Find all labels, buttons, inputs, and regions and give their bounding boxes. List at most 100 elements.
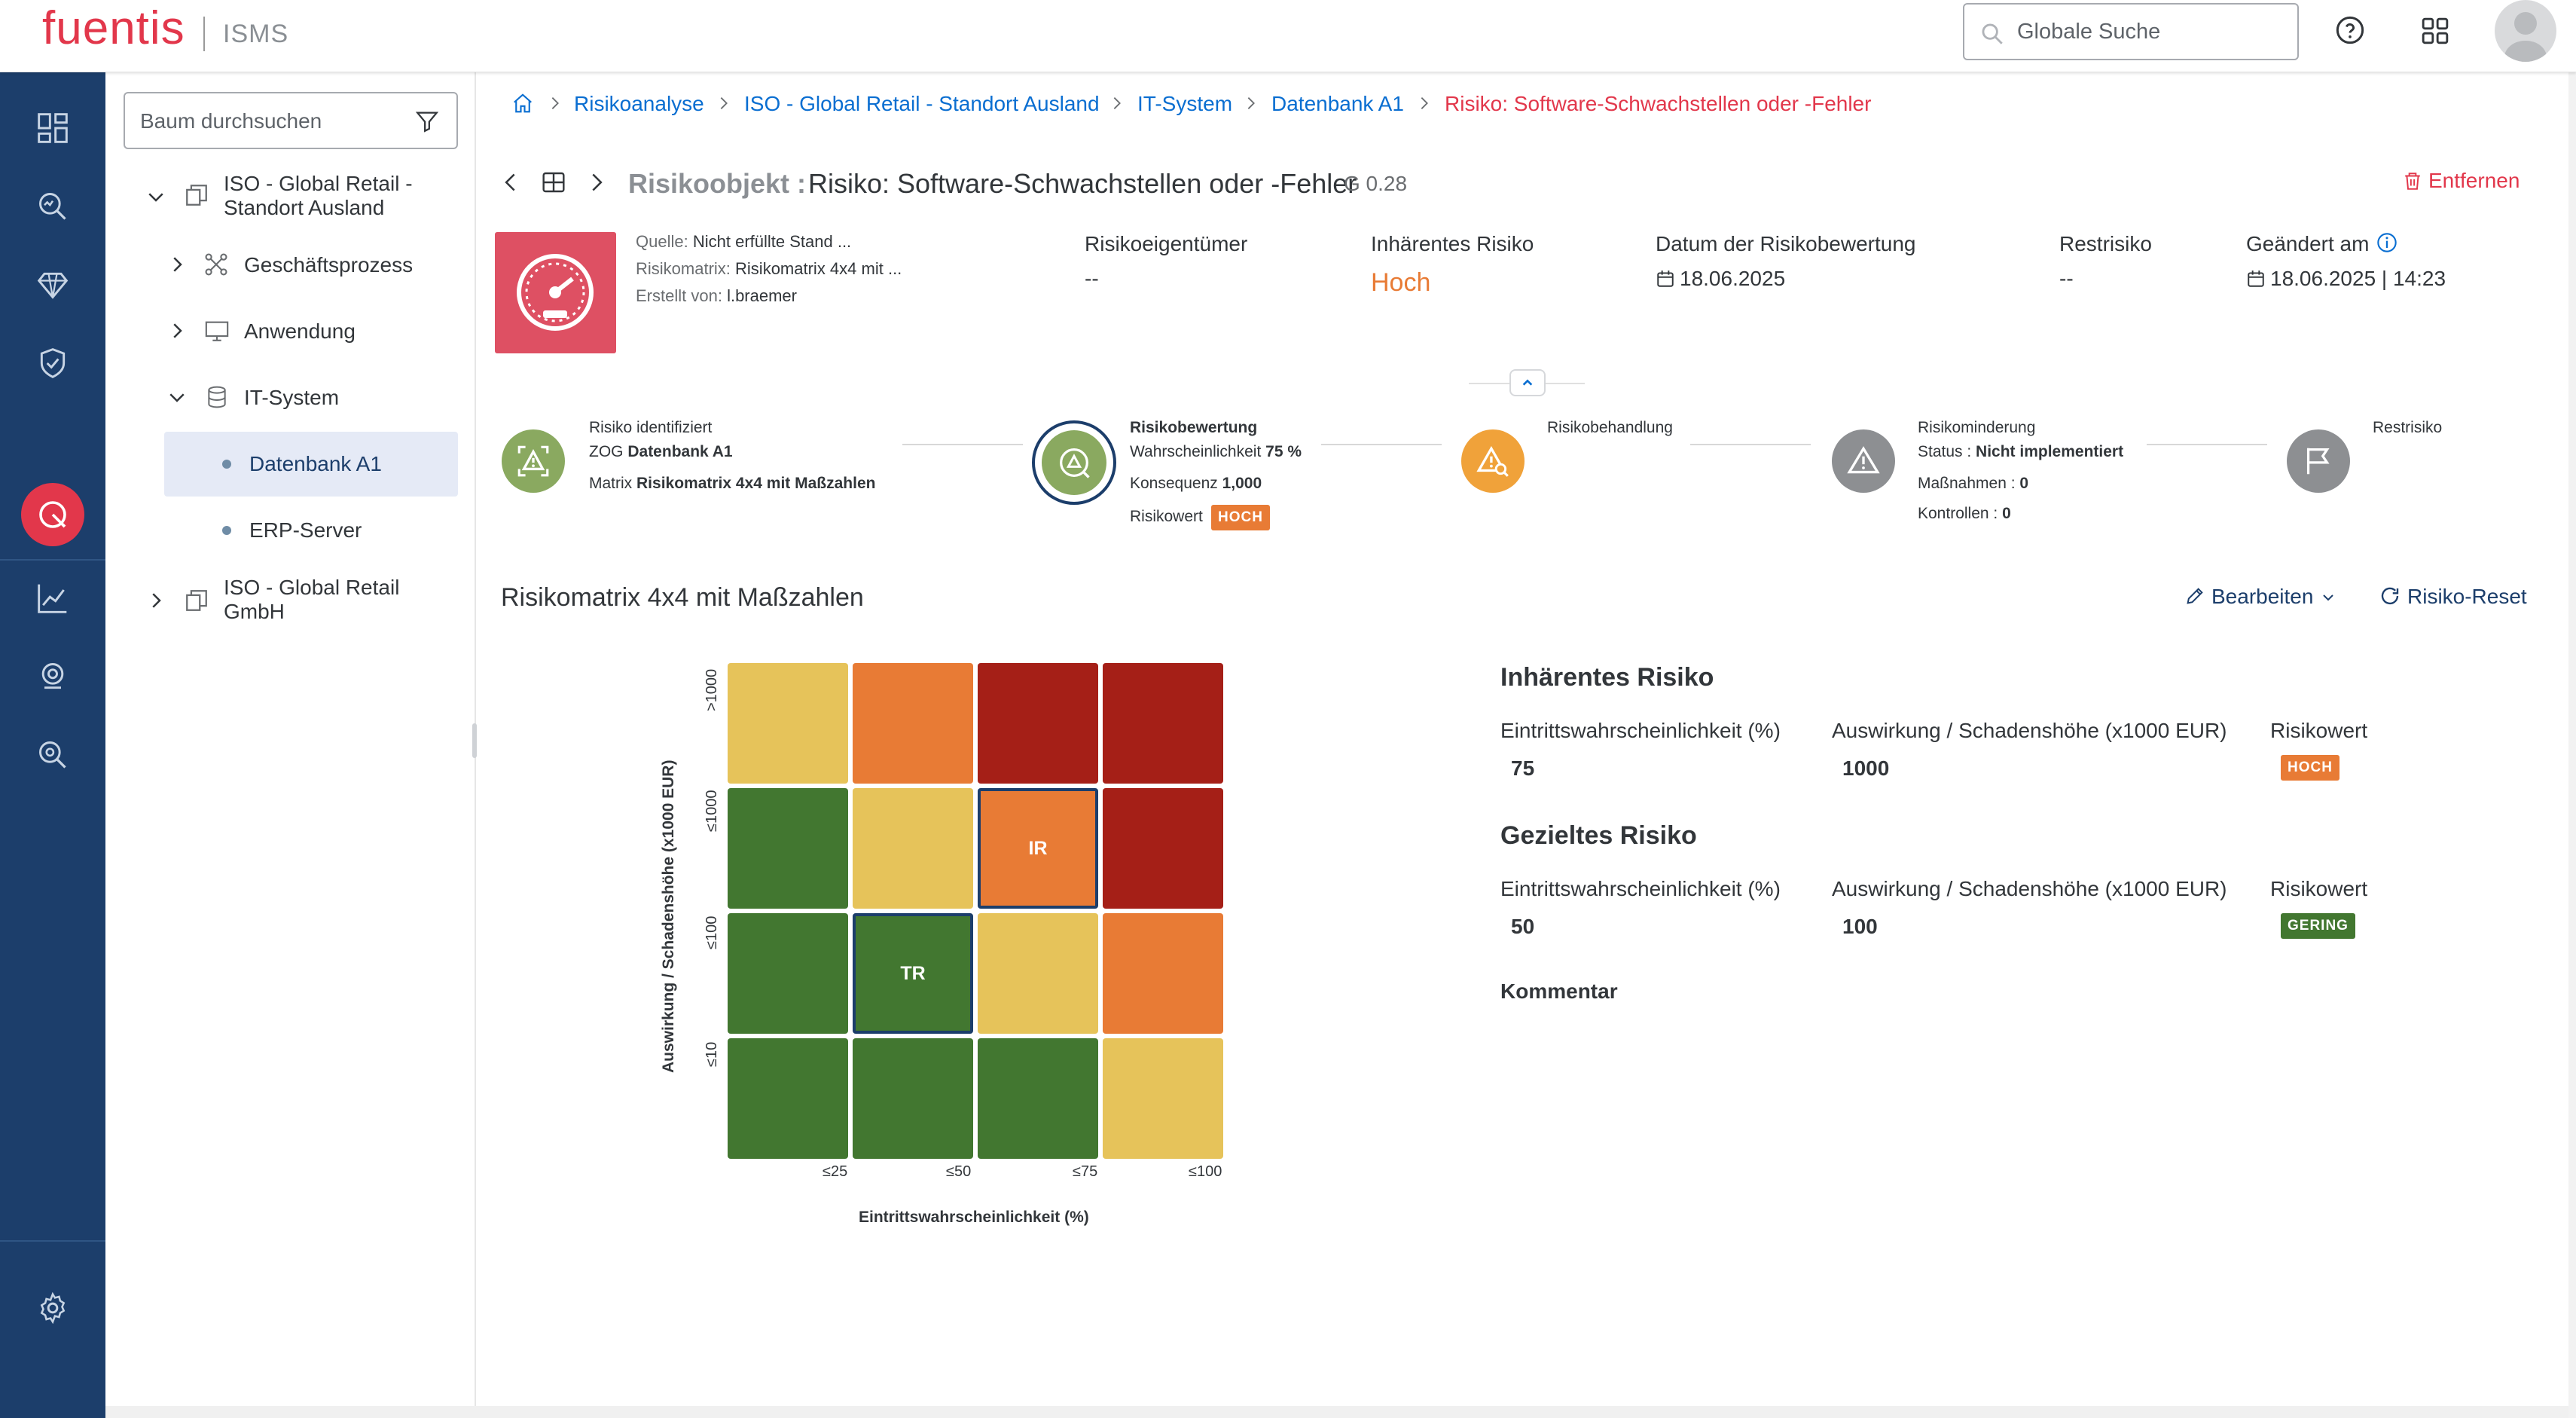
inherent-risk-section-title: Inhärentes Risiko <box>1500 663 1714 692</box>
breadcrumb-risikoanalyse[interactable]: Risikoanalyse <box>574 92 704 115</box>
step-assessment-consequence-label: Konsequenz <box>1130 475 1218 492</box>
user-avatar[interactable] <box>2495 0 2556 62</box>
breadcrumb-iso-global-retail[interactable]: ISO - Global Retail - Standort Ausland <box>744 92 1100 115</box>
step-assessment-consequence-value: 1,000 <box>1222 475 1262 492</box>
step-mitigation-controls-label: Kontrollen : <box>1918 505 1998 522</box>
matrix-cell[interactable] <box>978 913 1098 1034</box>
edit-button[interactable]: Bearbeiten <box>2184 585 2337 609</box>
app-grid-icon[interactable] <box>2421 17 2449 45</box>
flag-icon <box>2306 448 2330 475</box>
matrix-cell[interactable] <box>853 1038 973 1159</box>
step-assessment[interactable] <box>1032 420 1116 505</box>
assessment-date-label: Datum der Risikobewertung <box>1656 232 1916 255</box>
warning-icon <box>1847 446 1880 474</box>
matrix-cell[interactable]: IR <box>978 788 1098 909</box>
tree-item-geschaeftsprozess[interactable]: Geschäftsprozess <box>244 253 414 277</box>
product-name: ISMS <box>223 20 289 48</box>
organization-icon <box>186 590 207 611</box>
help-icon[interactable] <box>2335 15 2365 45</box>
chevron-down-icon[interactable] <box>166 386 188 408</box>
database-icon <box>208 386 226 408</box>
step-identified-zog-label: ZOG <box>589 443 624 460</box>
matrix-cell[interactable] <box>1103 913 1223 1034</box>
matrix-cell[interactable] <box>853 788 973 909</box>
tree-item-it-system[interactable]: IT-System <box>244 386 340 409</box>
matrix-cell[interactable] <box>728 1038 848 1159</box>
info-icon[interactable] <box>2376 232 2397 253</box>
tree-item-erp-server[interactable]: ERP-Server <box>249 518 362 542</box>
step-mitigation-measures: Maßnahmen : 0 <box>1918 475 2028 493</box>
remove-button[interactable]: Entfernen <box>2403 169 2520 193</box>
step-identified-matrix-value: Risikomatrix 4x4 mit Maßzahlen <box>636 475 876 492</box>
matrix-cell[interactable] <box>1103 1038 1223 1159</box>
meta-quelle-value: Nicht erfüllte Stand ... <box>692 232 852 251</box>
panel-resize-handle[interactable] <box>472 723 477 758</box>
nav-search[interactable] <box>33 735 72 775</box>
nav-compliance[interactable] <box>33 344 72 383</box>
inherent-probability-value: 75 <box>1511 756 1535 780</box>
matrix-cell[interactable] <box>853 663 973 784</box>
table-view-icon[interactable] <box>541 170 566 194</box>
breadcrumb-it-system[interactable]: IT-System <box>1137 92 1233 115</box>
matrix-cell[interactable] <box>1103 663 1223 784</box>
inherent-probability-label: Eintrittswahrscheinlichkeit (%) <box>1500 719 1781 742</box>
tree-item-anwendung[interactable]: Anwendung <box>244 319 356 343</box>
chevron-right-icon[interactable] <box>145 589 167 612</box>
risk-gauge-icon <box>39 501 66 528</box>
matrix-cell[interactable] <box>728 788 848 909</box>
step-identified-zog: ZOG Datenbank A1 <box>589 443 733 461</box>
filter-icon[interactable] <box>414 108 440 134</box>
chevron-right-icon[interactable] <box>166 253 188 276</box>
step-treatment[interactable] <box>1461 429 1525 493</box>
x-tick-label: ≤75 <box>1073 1163 1098 1180</box>
chevron-up-icon <box>1522 379 1533 386</box>
tree-item-iso-global-retail-standort-ausland[interactable]: ISO - Global Retail - Standort Ausland <box>224 172 413 220</box>
inherent-impact-value: 1000 <box>1842 756 1890 780</box>
meta-erstellt-value: l.braemer <box>727 286 797 305</box>
app-logo[interactable]: fuentis <box>42 2 185 54</box>
matrix-cell[interactable] <box>978 663 1098 784</box>
step-identified[interactable] <box>502 429 565 493</box>
tree-item-datenbank-a1[interactable]: Datenbank A1 <box>249 452 382 475</box>
nav-risk-analysis[interactable] <box>21 483 84 546</box>
changed-at-value: 18.06.2025 | 14:23 <box>2270 267 2446 290</box>
object-type-label: Risikoobjekt : <box>628 168 807 199</box>
step-identified-matrix: Matrix Risikomatrix 4x4 mit Maßzahlen <box>589 475 875 493</box>
risk-reset-button[interactable]: Risiko-Reset <box>2379 585 2527 609</box>
home-icon[interactable] <box>511 92 535 115</box>
collapse-header-button[interactable] <box>1509 369 1546 396</box>
previous-icon[interactable] <box>500 170 521 194</box>
next-icon[interactable] <box>586 170 607 194</box>
nav-audit[interactable] <box>33 657 72 696</box>
step-assessment-probability-label: Wahrscheinlichkeit <box>1130 443 1262 460</box>
step-mitigation-status-label: Status : <box>1918 443 1972 460</box>
footer-bar <box>105 1406 2576 1418</box>
step-mitigation-controls-value: 0 <box>2002 505 2011 522</box>
nav-assets[interactable] <box>33 265 72 304</box>
tree-search-input[interactable]: Baum durchsuchen <box>124 92 458 149</box>
step-mitigation[interactable] <box>1832 429 1895 493</box>
breadcrumb-datenbank-a1[interactable]: Datenbank A1 <box>1271 92 1404 115</box>
matrix-cell[interactable]: TR <box>853 913 973 1034</box>
nav-analysis[interactable] <box>33 187 72 226</box>
chevron-down-icon[interactable] <box>145 185 167 208</box>
tree-item-iso-global-retail-gmbh[interactable]: ISO - Global Retail GmbH <box>224 576 399 624</box>
matrix-cell[interactable] <box>1103 788 1223 909</box>
y-tick-label: ≤100 <box>704 915 720 949</box>
step-residual[interactable] <box>2287 429 2350 493</box>
chevron-right-icon[interactable] <box>166 319 188 342</box>
nav-dashboard[interactable] <box>33 108 72 148</box>
nav-settings[interactable] <box>33 1288 72 1328</box>
organization-icon <box>186 185 207 206</box>
step-mitigation-status-value: Nicht implementiert <box>1976 443 2124 460</box>
nav-reports[interactable] <box>33 579 72 618</box>
matrix-cell[interactable] <box>728 913 848 1034</box>
assessment-date-value: 18.06.2025 <box>1680 267 1786 290</box>
step-mitigation-measures-value: 0 <box>2019 475 2029 492</box>
global-search-input[interactable]: Globale Suche <box>1963 3 2299 60</box>
matrix-cell[interactable] <box>978 1038 1098 1159</box>
matrix-cell[interactable] <box>728 663 848 784</box>
target-risk-value-label: Risikowert <box>2270 877 2368 900</box>
risk-owner-label: Risikoeigentümer <box>1085 232 1248 255</box>
scrollbar-track[interactable] <box>2568 72 2576 1418</box>
